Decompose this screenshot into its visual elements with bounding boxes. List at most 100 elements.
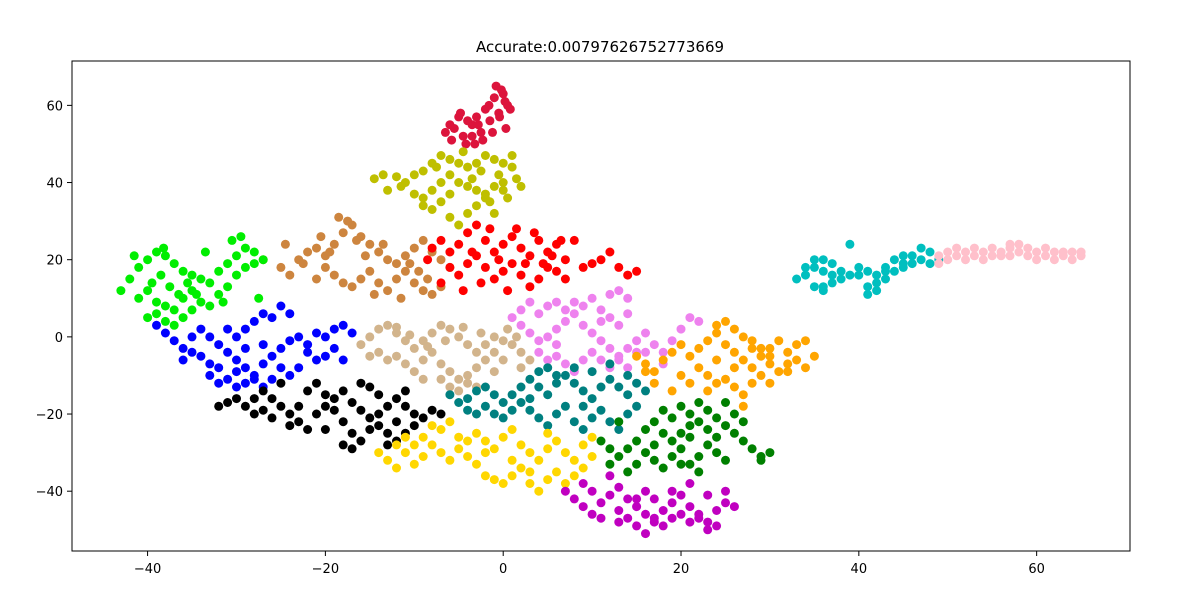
scatter-point xyxy=(614,425,624,434)
scatter-point xyxy=(312,243,321,253)
scatter-point xyxy=(392,417,401,427)
scatter-point xyxy=(461,139,471,149)
scatter-point xyxy=(276,401,286,411)
scatter-point xyxy=(458,286,468,296)
scatter-point xyxy=(676,401,686,411)
scatter-point xyxy=(488,127,497,137)
scatter-point xyxy=(316,232,326,242)
scatter-point xyxy=(489,409,499,419)
scatter-point xyxy=(125,274,135,284)
scatter-point xyxy=(809,262,819,272)
scatter-point xyxy=(792,355,802,365)
scatter-point xyxy=(454,178,464,187)
scatter-point xyxy=(485,224,495,234)
scatter-point xyxy=(525,282,535,292)
scatter-point xyxy=(694,343,704,353)
scatter-point xyxy=(205,278,215,288)
scatter-point xyxy=(685,432,695,442)
scatter-point xyxy=(365,425,375,434)
scatter-point xyxy=(232,251,241,261)
scatter-point xyxy=(312,355,321,365)
scatter-point xyxy=(498,432,508,442)
scatter-point xyxy=(667,347,677,357)
scatter-point xyxy=(1014,239,1024,249)
scatter-point xyxy=(303,386,313,396)
scatter-point xyxy=(467,131,477,141)
scatter-point xyxy=(667,498,677,508)
scatter-point xyxy=(303,425,313,434)
scatter-point xyxy=(178,343,188,353)
scatter-point xyxy=(298,259,308,269)
x-tick-label: 60 xyxy=(1028,562,1045,577)
scatter-point xyxy=(480,436,490,446)
scatter-point xyxy=(258,386,268,396)
scatter-point xyxy=(525,355,535,365)
scatter-point xyxy=(503,324,513,334)
scatter-point xyxy=(765,359,775,369)
scatter-point xyxy=(827,278,837,288)
scatter-point xyxy=(436,448,446,458)
scatter-point xyxy=(187,305,197,315)
scatter-point xyxy=(329,270,339,280)
scatter-point xyxy=(632,494,642,504)
scatter-point xyxy=(498,479,508,488)
y-tick-label: 60 xyxy=(46,99,63,114)
scatter-point xyxy=(498,413,508,423)
scatter-point xyxy=(320,262,330,272)
scatter-point xyxy=(454,220,464,230)
scatter-point xyxy=(396,293,406,303)
scatter-point xyxy=(159,243,169,253)
scatter-point xyxy=(489,475,499,485)
scatter-point xyxy=(383,428,393,438)
scatter-point xyxy=(463,228,473,238)
scatter-point xyxy=(729,382,739,392)
scatter-point xyxy=(552,324,561,334)
scatter-point xyxy=(392,259,401,269)
scatter-point xyxy=(352,235,361,245)
scatter-point xyxy=(232,332,241,342)
scatter-point xyxy=(641,425,650,434)
scatter-point xyxy=(456,108,465,118)
scatter-point xyxy=(498,398,508,407)
scatter-point xyxy=(258,340,268,350)
scatter-point xyxy=(703,440,713,450)
scatter-point xyxy=(329,239,339,249)
scatter-point xyxy=(267,394,277,404)
x-tick-label: 20 xyxy=(673,562,690,577)
scatter-point xyxy=(738,436,748,446)
scatter-point xyxy=(294,417,304,427)
scatter-point xyxy=(694,452,704,461)
scatter-point xyxy=(174,289,184,299)
scatter-point xyxy=(196,274,206,284)
scatter-point xyxy=(578,479,588,488)
scatter-point xyxy=(409,367,419,377)
scatter-point xyxy=(356,274,366,284)
scatter-point xyxy=(294,332,304,342)
scatter-point xyxy=(516,243,526,253)
scatter-point xyxy=(801,262,810,272)
scatter-point xyxy=(232,394,241,404)
scatter-point xyxy=(578,463,588,473)
scatter-point xyxy=(436,374,446,384)
scatter-point xyxy=(320,425,330,434)
scatter-point xyxy=(467,247,477,257)
scatter-point xyxy=(485,116,495,126)
scatter-point xyxy=(254,293,264,303)
scatter-point xyxy=(623,363,633,373)
scatter-point xyxy=(1032,255,1042,265)
scatter-point xyxy=(516,398,526,407)
scatter-point xyxy=(214,266,224,276)
scatter-point xyxy=(143,286,153,296)
scatter-point xyxy=(667,486,677,496)
scatter-point xyxy=(478,135,488,145)
scatter-point xyxy=(400,359,410,369)
scatter-point xyxy=(445,455,455,465)
scatter-point xyxy=(374,390,384,400)
scatter-point xyxy=(529,228,539,238)
scatter-point xyxy=(418,432,428,442)
scatter-point xyxy=(409,440,419,450)
scatter-point xyxy=(507,313,517,323)
scatter-point xyxy=(347,428,357,438)
scatter-point xyxy=(916,255,926,265)
scatter-point xyxy=(721,340,730,350)
